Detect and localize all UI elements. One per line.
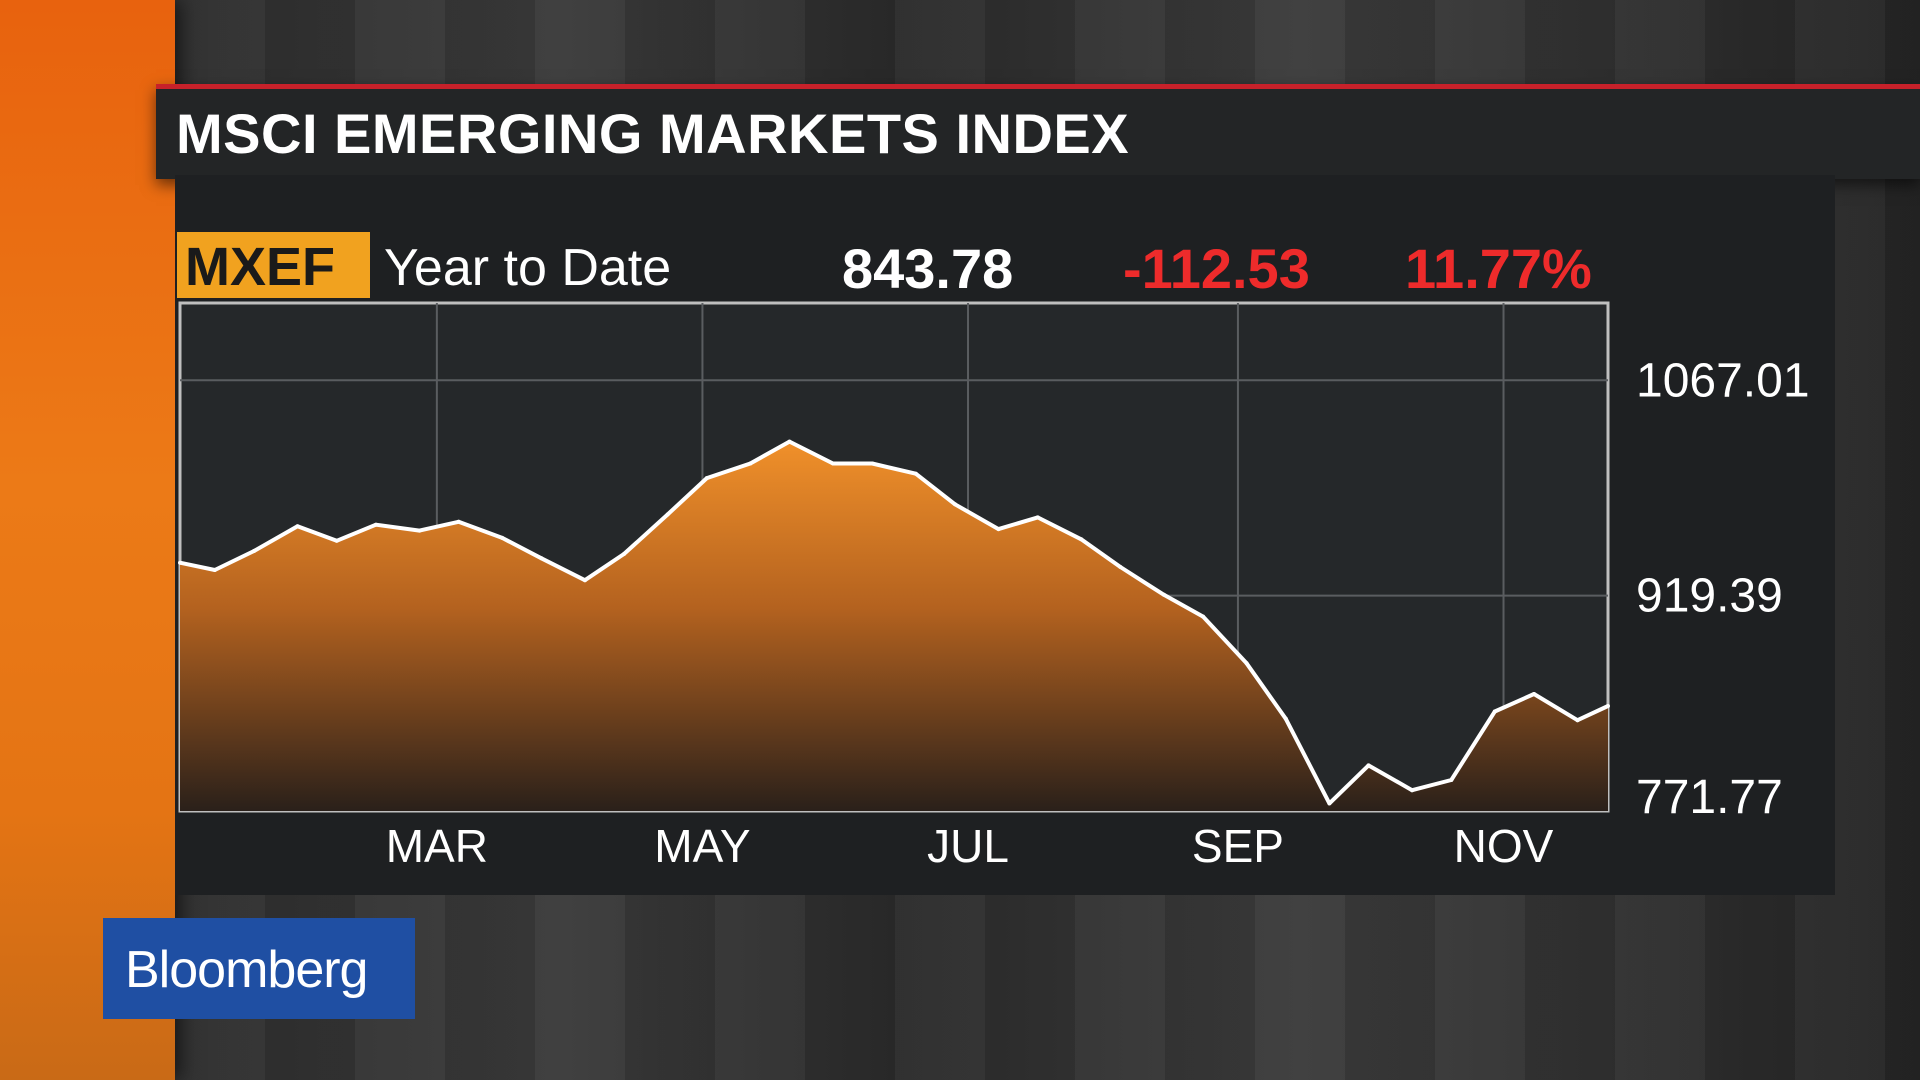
data-point	[252, 549, 256, 553]
data-point	[1283, 716, 1288, 721]
net-change: -112.53	[1123, 237, 1310, 300]
last-value: 843.78	[842, 237, 1014, 300]
data-point	[178, 560, 182, 565]
x-tick-label: NOV	[1454, 820, 1554, 872]
x-tick-label: MAY	[654, 820, 750, 872]
orange-side-panel	[0, 0, 175, 1080]
data-point	[1532, 692, 1536, 696]
data-point	[456, 519, 461, 524]
y-tick-label: 771.77	[1636, 771, 1783, 824]
data-point	[1035, 515, 1040, 520]
series-line	[179, 439, 1609, 806]
data-point	[1492, 709, 1497, 714]
x-tick-label: MAR	[386, 820, 488, 872]
data-point	[1449, 778, 1454, 782]
data-point	[831, 461, 835, 466]
ticker-symbol: MXEF	[185, 237, 336, 297]
data-point	[334, 538, 339, 543]
x-tick-label: SEP	[1192, 820, 1284, 872]
data-point	[1606, 704, 1610, 708]
data-point	[870, 461, 875, 466]
title-bar: MSCI EMERGING MARKETS INDEX	[156, 84, 1920, 179]
data-point	[748, 461, 753, 466]
data-point	[996, 527, 1001, 532]
logo-wordmark: Bloomberg	[125, 941, 368, 999]
data-point	[1327, 801, 1332, 806]
data-point	[295, 524, 300, 529]
period-label: Year to Date	[384, 239, 672, 297]
data-point	[1201, 614, 1206, 619]
data-point	[582, 578, 587, 583]
x-axis-ticks: MAR MAY JUL SEP NOV	[386, 820, 1554, 872]
data-point	[500, 535, 505, 540]
data-point	[539, 556, 544, 561]
data-point	[953, 502, 957, 507]
data-points	[178, 439, 1610, 806]
data-point	[665, 512, 670, 517]
data-point	[1244, 661, 1249, 666]
y-tick-label: 919.39	[1636, 570, 1783, 623]
x-tick-label: JUL	[927, 820, 1009, 872]
data-point	[1410, 788, 1415, 793]
data-point	[417, 528, 422, 533]
data-point	[1079, 537, 1084, 542]
series-area-fill	[180, 441, 1608, 811]
pct-change: 11.77%	[1405, 237, 1592, 300]
data-point	[212, 568, 217, 572]
data-point	[1575, 718, 1580, 723]
y-axis-ticks: 1067.01 919.39 771.77	[1636, 354, 1810, 824]
data-point	[1118, 565, 1123, 569]
data-point	[373, 522, 378, 527]
ticker-badge: MXEF	[177, 232, 370, 298]
data-point	[1366, 763, 1371, 768]
bloomberg-logo: Bloomberg	[103, 918, 415, 1019]
data-point	[787, 439, 792, 444]
data-point	[913, 471, 918, 476]
data-point	[1161, 592, 1166, 597]
chart-title: MSCI EMERGING MARKETS INDEX	[176, 102, 1130, 165]
y-tick-label: 1067.01	[1636, 354, 1810, 407]
data-point	[704, 476, 709, 481]
data-point	[622, 551, 627, 556]
